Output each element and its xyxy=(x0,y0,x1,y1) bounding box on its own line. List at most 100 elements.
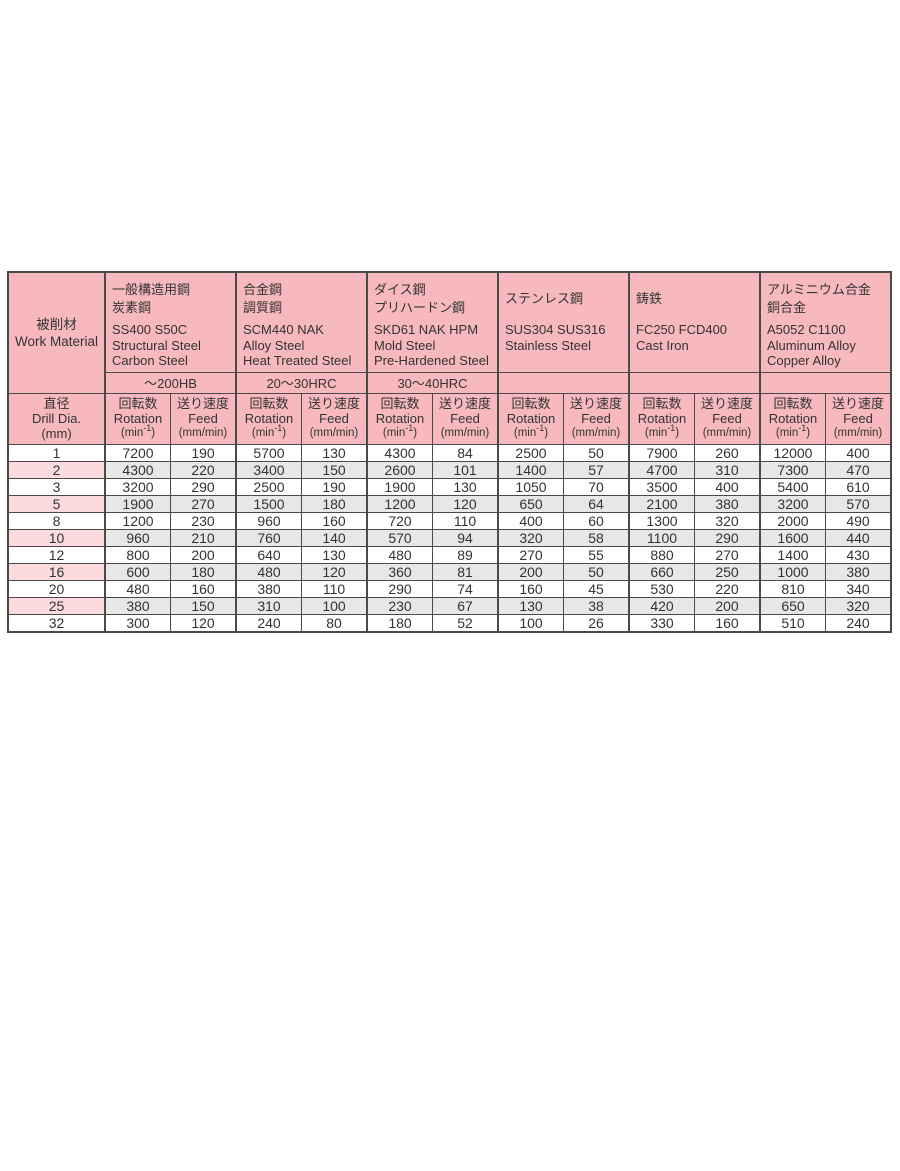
value-cell: 1600 xyxy=(759,528,826,547)
value-cell: 160 xyxy=(301,511,368,530)
text-line: Structural Steel xyxy=(112,337,201,353)
value-cell: 2500 xyxy=(235,477,302,496)
material-name-jp: ステンレス鋼 xyxy=(505,276,626,321)
value-cell: 720 xyxy=(366,511,433,530)
text-line: Copper Alloy xyxy=(767,353,841,368)
rotation-subheader-skd61: 回転数 Rotation (min-1) xyxy=(366,392,433,445)
value-cell: 490 xyxy=(825,511,892,530)
rotation-label-jp: 回転数 xyxy=(380,396,420,411)
value-cell: 130 xyxy=(301,443,368,462)
text-line: 直径 xyxy=(43,396,70,411)
value-cell: 4300 xyxy=(366,443,433,462)
value-cell: 3400 xyxy=(235,460,302,479)
material-name-jp: アルミニウム合金 銅合金 xyxy=(767,276,888,321)
dia-cell: 12 xyxy=(7,545,106,564)
material-header-skd61: ダイス鋼 プリハードン鋼 SKD61 NAK HPM Mold Steel Pre-Ha… xyxy=(366,271,499,373)
value-cell: 190 xyxy=(170,443,237,462)
feed-label-en: Feed xyxy=(188,411,218,426)
feed-subheader-al: 送り速度 Feed (mm/min) xyxy=(825,392,892,445)
text-line: FC250 FCD400 xyxy=(636,322,728,337)
value-cell: 570 xyxy=(825,494,892,513)
value-cell: 58 xyxy=(563,528,630,547)
feed-unit: (mm/min) xyxy=(178,427,228,439)
rotation-label-jp: 回転数 xyxy=(773,396,813,411)
value-cell: 180 xyxy=(301,494,368,513)
value-cell: 400 xyxy=(825,443,892,462)
dia-cell: 16 xyxy=(7,562,106,581)
value-cell: 600 xyxy=(104,562,171,581)
value-cell: 26 xyxy=(563,613,630,632)
value-cell: 640 xyxy=(235,545,302,564)
material-name-en: SS400 S50C Structural Steel Carbon Steel xyxy=(112,322,233,369)
value-cell: 160 xyxy=(694,613,761,632)
value-cell: 1400 xyxy=(759,545,826,564)
feed-subheader-sus: 送り速度 Feed (mm/min) xyxy=(563,392,630,445)
value-cell: 3500 xyxy=(628,477,695,496)
rotation-unit: (min-1) xyxy=(120,423,156,439)
value-cell: 74 xyxy=(432,579,499,598)
table-row: 20 480 160 380 110 290 74 160 45 530 220 810 340 xyxy=(7,579,892,598)
rotation-subheader-sus: 回転数 Rotation (min-1) xyxy=(497,392,564,445)
value-cell: 760 xyxy=(235,528,302,547)
text-line: Mold Steel xyxy=(374,337,436,353)
material-name-en: SKD61 NAK HPM Mold Steel Pre-Hardened Stee… xyxy=(374,322,495,369)
value-cell: 81 xyxy=(432,562,499,581)
material-name-jp: ダイス鋼プリハードン鋼 xyxy=(374,276,495,321)
value-cell: 12000 xyxy=(759,443,826,462)
value-cell: 220 xyxy=(170,460,237,479)
dia-cell: 32 xyxy=(7,613,106,632)
value-cell: 200 xyxy=(170,545,237,564)
text-line: Alloy Steel xyxy=(243,337,305,353)
value-cell: 480 xyxy=(366,545,433,564)
hardness-cell-al xyxy=(759,371,892,394)
value-cell: 330 xyxy=(628,613,695,632)
dia-cell: 1 xyxy=(7,443,106,462)
value-cell: 240 xyxy=(825,613,892,632)
cutting-conditions-table: 被削材 Work Material 一般構造用鋼 炭素鋼 SS400 S50C Struc… xyxy=(7,271,892,633)
text-line: A5052 C1100 xyxy=(767,322,846,337)
text-line: Pre-Hardened Steel xyxy=(374,353,489,368)
value-cell: 270 xyxy=(694,545,761,564)
value-cell: 200 xyxy=(497,562,564,581)
value-cell: 2600 xyxy=(366,460,433,479)
value-cell: 480 xyxy=(104,579,171,598)
value-cell: 440 xyxy=(825,528,892,547)
value-cell: 960 xyxy=(104,528,171,547)
feed-label-en: Feed xyxy=(450,411,480,426)
material-header-scm440: 合金鋼 調質鋼 SCM440 NAK Alloy Steel Heat Treated … xyxy=(235,271,368,373)
material-header-al: アルミニウム合金 銅合金 A5052 C1100 Aluminum Alloy Copp… xyxy=(759,271,892,373)
value-cell: 2500 xyxy=(497,443,564,462)
text-line: ダイス鋼 xyxy=(374,281,426,297)
rotation-label-en: Rotation xyxy=(506,411,556,426)
table-row: 32 300 120 240 80 180 52 100 26 330 160 510 240 xyxy=(7,613,892,632)
text-line: Carbon Steel xyxy=(112,353,188,368)
feed-label-jp: 送り速度 xyxy=(307,396,360,411)
value-cell: 260 xyxy=(694,443,761,462)
text-line: Stainless Steel xyxy=(505,337,591,353)
table-row: 16 600 180 480 120 360 81 200 50 660 250 1000 380 xyxy=(7,562,892,581)
value-cell: 250 xyxy=(694,562,761,581)
value-cell: 4300 xyxy=(104,460,171,479)
value-cell: 230 xyxy=(170,511,237,530)
hardness-row: ～200HB 20～30HRC 30～40HRC xyxy=(8,371,892,394)
text-line: プリハードン鋼 xyxy=(374,299,466,315)
value-cell: 360 xyxy=(366,562,433,581)
value-cell: 1200 xyxy=(366,494,433,513)
value-cell: 380 xyxy=(235,579,302,598)
value-cell: 7200 xyxy=(104,443,171,462)
feed-unit: (mm/min) xyxy=(833,427,883,439)
value-cell: 110 xyxy=(301,579,368,598)
value-cell: 230 xyxy=(366,596,433,615)
value-cell: 2000 xyxy=(759,511,826,530)
dia-cell: 20 xyxy=(7,579,106,598)
value-cell: 290 xyxy=(366,579,433,598)
text-line: SUS304 SUS316 xyxy=(505,322,606,337)
rotation-unit: (min-1) xyxy=(513,423,549,439)
value-cell: 480 xyxy=(235,562,302,581)
value-cell: 300 xyxy=(104,613,171,632)
feed-label-jp: 送り速度 xyxy=(176,396,229,411)
sub-header-row: 直径 Drill Dia. (mm) 回転数 Rotation (min-1) 送り速度 Fe… xyxy=(7,392,892,445)
value-cell: 510 xyxy=(759,613,826,632)
value-cell: 650 xyxy=(759,596,826,615)
value-cell: 180 xyxy=(366,613,433,632)
